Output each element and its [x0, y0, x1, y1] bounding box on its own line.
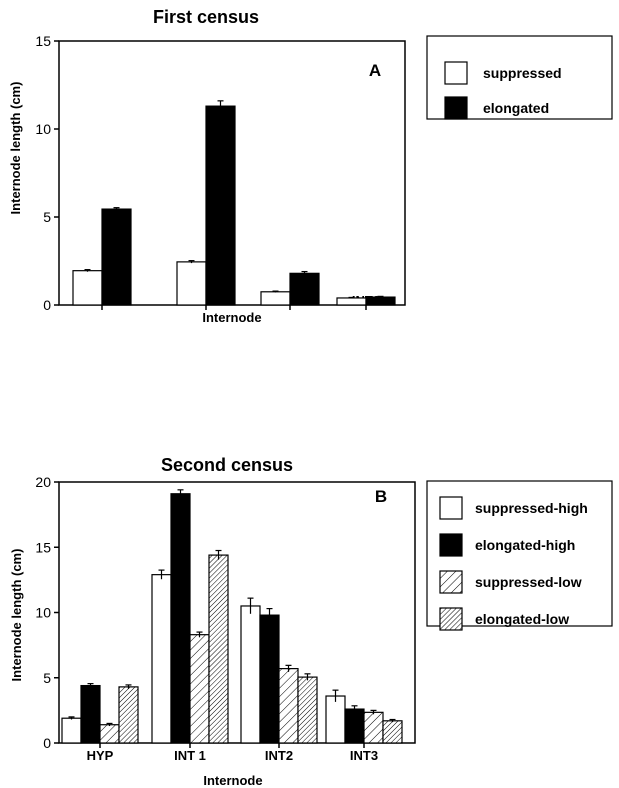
legend-label: elongated-low	[475, 611, 569, 627]
bar	[118, 686, 139, 744]
y-axis-label: Internode length (cm)	[8, 82, 23, 215]
legend-label: suppressed-high	[475, 500, 588, 516]
y-tick-label: 10	[35, 121, 51, 137]
chart-second-census: Second census Internode length (cm) Inte…	[9, 455, 613, 788]
bar	[80, 684, 101, 744]
y-tick-label: 20	[35, 474, 51, 490]
bar	[61, 717, 82, 744]
bar	[363, 711, 384, 744]
plot-frame	[58, 481, 416, 744]
panel-label: A	[369, 61, 381, 80]
bar	[240, 605, 261, 744]
chart-title: Second census	[161, 455, 293, 475]
bar	[278, 668, 299, 744]
bar	[101, 208, 132, 306]
bar	[260, 291, 291, 306]
bar	[205, 105, 236, 306]
legend: suppressed-high elongated-high suppressed-…	[426, 480, 613, 631]
x-axis-label: Internode	[203, 773, 262, 788]
legend-label: elongated	[483, 100, 549, 116]
legend: suppressed elongated	[426, 35, 613, 120]
bar	[259, 614, 280, 744]
bar	[151, 574, 172, 744]
y-tick-label: 0	[43, 297, 51, 313]
x-tick-label: INT3	[350, 748, 378, 763]
legend-swatch	[444, 96, 468, 120]
y-tick-label: 15	[35, 539, 51, 555]
chart-title: First census	[153, 7, 259, 27]
legend-swatch	[444, 61, 468, 85]
y-tick-label: 15	[35, 33, 51, 49]
bar	[325, 695, 346, 744]
legend-swatch	[439, 496, 463, 520]
legend-swatch	[439, 570, 463, 594]
legend-label: elongated-high	[475, 537, 575, 553]
y-axis-label: Internode length (cm)	[9, 549, 24, 682]
x-tick-label: INT2	[265, 748, 293, 763]
bar	[344, 708, 365, 744]
y-tick-label: 5	[43, 670, 51, 686]
bar	[365, 296, 396, 306]
bar	[189, 634, 210, 744]
bar	[336, 297, 367, 306]
x-axis-label: Internode	[202, 310, 261, 325]
bar	[208, 554, 229, 744]
bar	[176, 261, 207, 306]
bar	[382, 720, 403, 744]
bar	[289, 272, 320, 306]
bar	[99, 724, 120, 744]
y-tick-label: 0	[43, 735, 51, 751]
bar	[170, 493, 191, 744]
x-tick-label: INT 1	[174, 748, 206, 763]
panel-label: B	[375, 487, 387, 506]
chart-first-census: First census Internode length (cm) Inter…	[8, 7, 613, 325]
x-tick-label: HYP	[87, 748, 114, 763]
legend-swatch	[439, 533, 463, 557]
legend-label: suppressed	[483, 65, 562, 81]
bar	[72, 270, 103, 306]
legend-swatch	[439, 607, 463, 631]
y-tick-label: 5	[43, 209, 51, 225]
y-tick-label: 10	[35, 605, 51, 621]
bar	[297, 676, 318, 744]
legend-label: suppressed-low	[475, 574, 582, 590]
